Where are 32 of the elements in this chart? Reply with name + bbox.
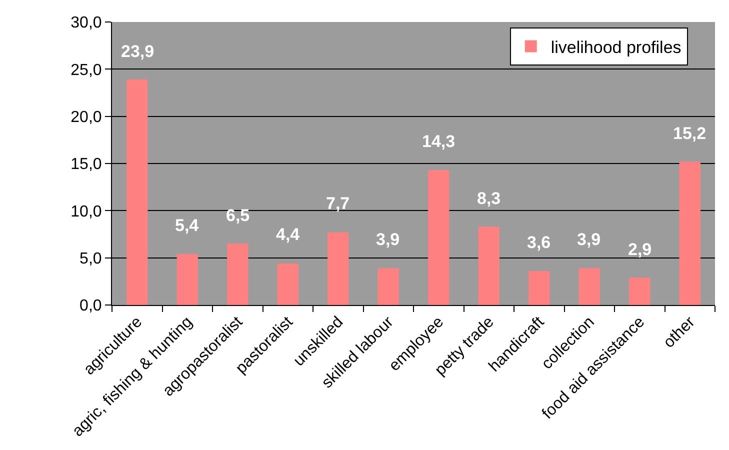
data-label: 15,2 [673,124,706,143]
bar [478,226,500,305]
y-tick-label: 30,0 [70,14,102,32]
data-label: 8,3 [477,189,501,208]
data-label: 7,7 [326,194,350,213]
bar [328,232,349,305]
bar [277,263,298,305]
data-label: 3,6 [527,233,551,252]
bar [176,254,198,305]
data-label: 3,9 [376,230,400,249]
y-tick-label: 20,0 [70,108,102,126]
data-label: 4,4 [276,225,300,244]
bar [629,278,650,305]
y-tick-label: 25,0 [70,62,102,79]
legend-label: livelihood profiles [550,38,682,57]
bar [679,162,700,305]
bar [126,80,148,305]
data-label: 2,9 [628,240,652,259]
data-label: 5,4 [175,216,200,235]
y-tick-label: 5,0 [80,250,102,268]
data-label: 3,9 [577,230,601,249]
bar [528,271,550,305]
y-tick-label: 15,0 [70,156,102,174]
bar [378,268,399,305]
bar [578,268,600,305]
bar [227,244,248,305]
bar [428,170,450,305]
y-tick-label: 0,0 [80,298,102,315]
data-label: 6,5 [226,206,250,225]
data-label: 23,9 [121,42,154,61]
y-tick-label: 10,0 [70,203,102,220]
data-label: 14,3 [422,132,456,151]
